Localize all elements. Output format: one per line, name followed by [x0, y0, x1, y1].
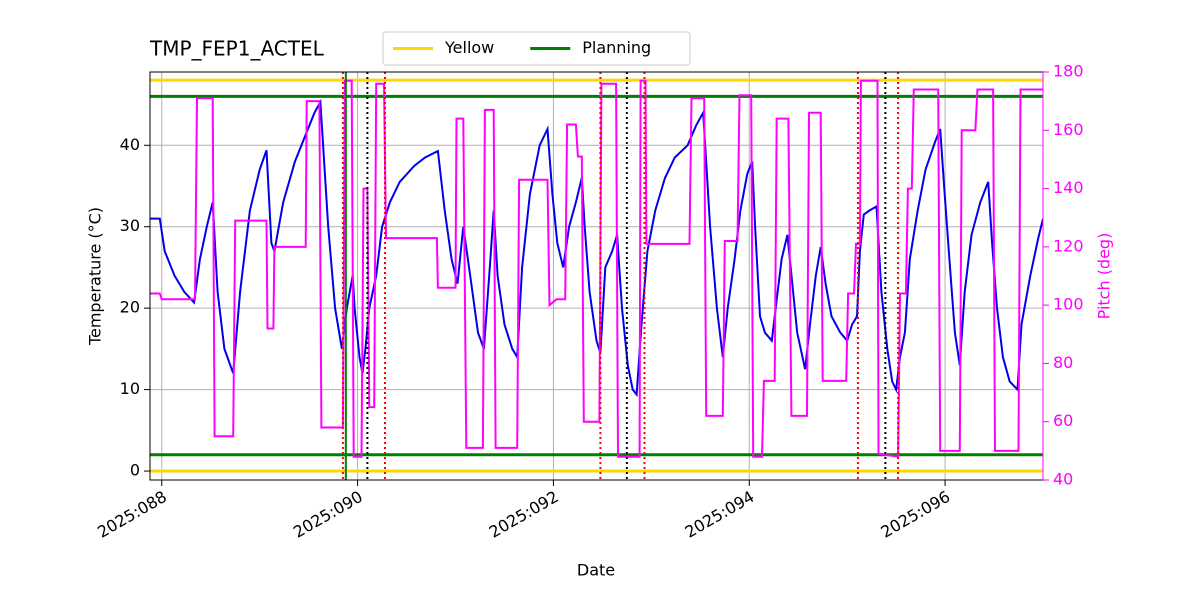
legend-label: Planning — [582, 38, 651, 57]
plot-area — [150, 72, 1043, 480]
legend: Yellow Planning — [382, 31, 691, 66]
y2-axis-label: Pitch (deg) — [1095, 233, 1114, 320]
y2-tick-label: 140 — [1053, 178, 1084, 197]
y-tick-label: 40 — [120, 135, 140, 154]
y-axis-label: Temperature (°C) — [86, 207, 105, 346]
x-tick-label: 2025:094 — [682, 487, 758, 542]
x-tick-label: 2025:090 — [290, 487, 366, 542]
legend-label: Yellow — [444, 38, 494, 57]
y-tick-label: 10 — [120, 379, 140, 398]
x-tick-label: 2025:092 — [486, 487, 562, 542]
y2-tick-label: 60 — [1053, 411, 1073, 430]
y2-tick-label: 180 — [1053, 62, 1084, 81]
y-tick-label: 20 — [120, 298, 140, 317]
chart-title: TMP_FEP1_ACTEL — [149, 37, 325, 61]
y2-tick-label: 80 — [1053, 353, 1073, 372]
y2-tick-label: 160 — [1053, 120, 1084, 139]
x-axis-label: Date — [577, 561, 615, 580]
x-tick-label: 2025:096 — [877, 487, 953, 542]
y-tick-label: 30 — [120, 216, 140, 235]
y2-tick-label: 100 — [1053, 295, 1084, 314]
y2-tick-label: 120 — [1053, 236, 1084, 255]
x-tick-label: 2025:088 — [94, 487, 170, 542]
y2-tick-label: 40 — [1053, 470, 1073, 489]
y-tick-label: 0 — [130, 461, 140, 480]
data-line — [150, 98, 1043, 398]
